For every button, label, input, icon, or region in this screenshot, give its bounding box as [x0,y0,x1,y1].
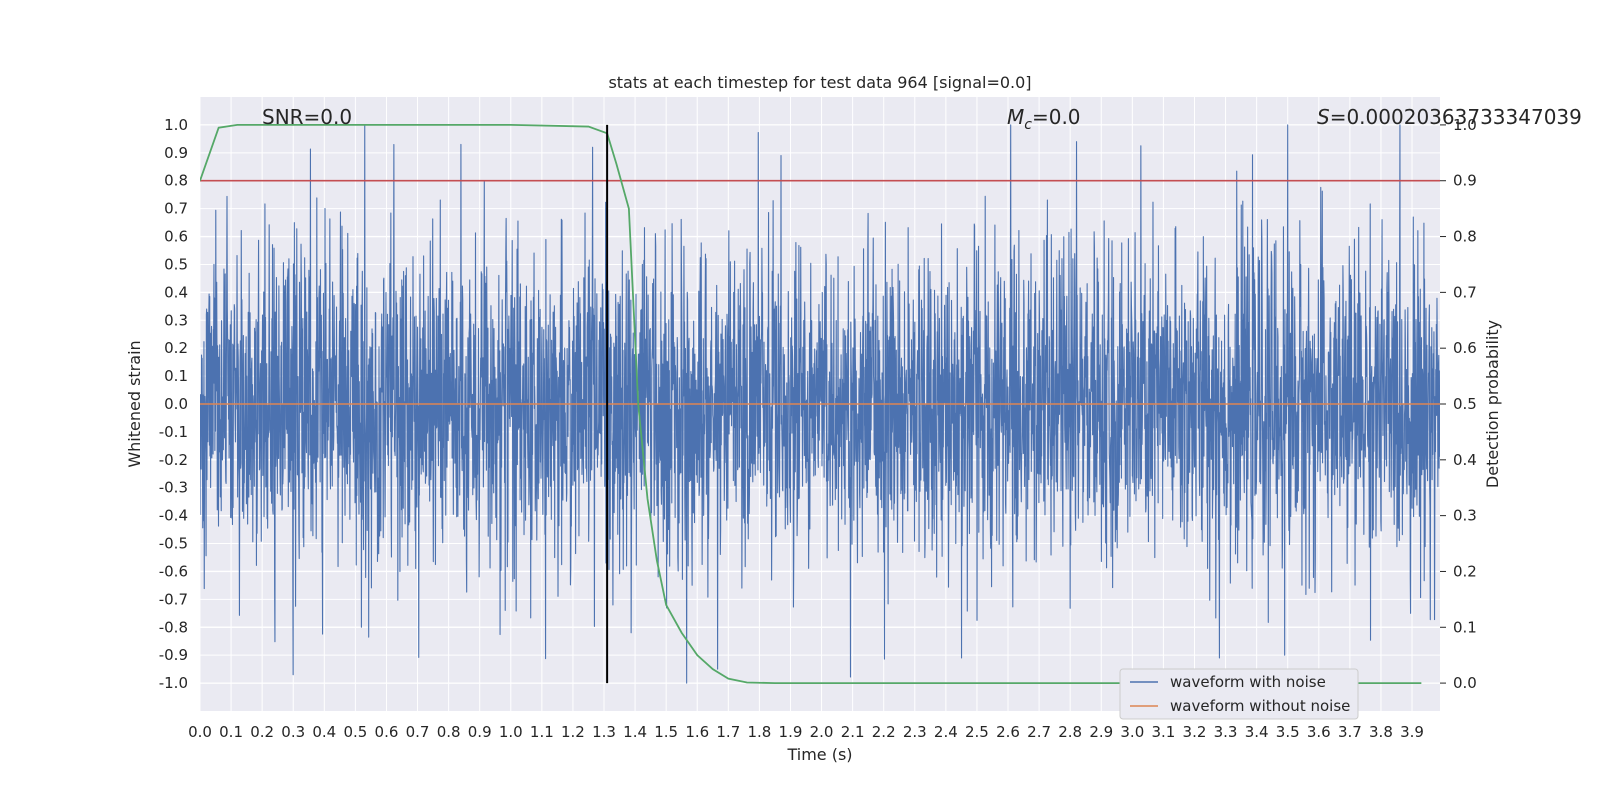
x-tick-label-16: 1.6 [685,723,709,741]
y2-axis-label: Detection probability [1483,320,1502,488]
annotation-s-value: =0.00020363733347039 [1330,105,1582,129]
annotation-snr: SNR=0.0 [262,105,352,129]
x-tick-label-10: 1.0 [499,723,523,741]
x-tick-label-27: 2.7 [1027,723,1051,741]
x-tick-label-7: 0.7 [406,723,430,741]
x-tick-label-6: 0.6 [375,723,399,741]
y2-tick-label-5: 0.5 [1453,395,1477,413]
x-tick-label-19: 1.9 [779,723,803,741]
y-tick-label-16: -0.6 [159,562,188,580]
annotation-mc-subscript: c [1024,117,1032,133]
detection-probability-line [200,124,1422,684]
x-tick-label-13: 1.3 [592,723,616,741]
y2-tick-label-7: 0.3 [1453,507,1477,525]
y-tick-label-2: 0.8 [164,172,188,190]
x-tick-label-15: 1.5 [654,723,678,741]
x-tick-label-14: 1.4 [623,723,647,741]
y-tick-label-3: 0.7 [164,200,188,218]
waveform-with-noise-line [200,124,1440,684]
x-tick-label-34: 3.4 [1245,723,1269,741]
x-tick-label-0: 0.0 [188,723,212,741]
x-tick-label-11: 1.1 [530,723,554,741]
x-tick-label-39: 3.9 [1400,723,1424,741]
annotation-mc-value: =0.0 [1032,105,1081,129]
y-tick-label-11: -0.1 [159,423,188,441]
y-tick-label-19: -0.9 [159,646,188,664]
x-tick-label-23: 2.3 [903,723,927,741]
x-tick-label-31: 3.1 [1151,723,1175,741]
annotation-s: S=0.00020363733347039 [1317,105,1582,129]
y2-axis-ticks: 1.0 0.9 0.8 0.7 0.6 0.5 0.4 0.3 0.2 0.1 0.0 [1440,116,1477,692]
y-tick-label-4: 0.6 [164,228,188,246]
annotation-chirp-mass: Mc=0.0 [1007,105,1081,133]
x-tick-label-21: 2.1 [841,723,865,741]
y-tick-label-18: -0.8 [159,618,188,636]
x-tick-label-24: 2.4 [934,723,958,741]
y-tick-label-15: -0.5 [159,535,188,553]
annotation-s-symbol: S [1317,105,1330,129]
y-tick-label-14: -0.4 [159,507,188,525]
legend-label-waveform-with-noise: waveform with noise [1170,673,1326,691]
x-tick-label-18: 1.8 [747,723,771,741]
legend: waveform with noise waveform without noi… [1119,668,1359,720]
y2-tick-label-10: 0.0 [1453,674,1477,692]
y-tick-label-13: -0.3 [159,479,188,497]
x-tick-label-1: 0.1 [219,723,243,741]
y-tick-label-7: 0.3 [164,311,188,329]
x-tick-label-22: 2.2 [872,723,896,741]
y2-tick-label-9: 0.1 [1453,618,1477,636]
y-tick-label-5: 0.5 [164,255,188,273]
y2-tick-label-0: 1.0 [1453,116,1477,134]
x-tick-label-3: 0.3 [281,723,305,741]
x-tick-label-9: 0.9 [468,723,492,741]
y-tick-label-17: -0.7 [159,590,188,608]
y-axis-label: Whitened strain [125,340,144,467]
y2-tick-label-1: 0.9 [1453,172,1477,190]
y2-tick-label-3: 0.7 [1453,283,1477,301]
y-tick-label-6: 0.4 [164,283,188,301]
y-tick-label-1: 0.9 [164,144,188,162]
y2-tick-label-4: 0.6 [1453,339,1477,357]
x-tick-label-8: 0.8 [437,723,461,741]
x-tick-label-36: 3.6 [1307,723,1331,741]
chart-title: stats at each timestep for test data 964… [608,73,1031,92]
annotation-mc-symbol: M [1007,105,1024,129]
x-tick-label-38: 3.8 [1369,723,1393,741]
x-tick-label-12: 1.2 [561,723,585,741]
y-axis-ticks: 1.0 0.9 0.8 0.7 0.6 0.5 0.4 0.3 0.2 0.1 0.0 -0.1 -0.… [159,116,188,692]
x-tick-label-17: 1.7 [716,723,740,741]
x-tick-label-25: 2.5 [965,723,989,741]
y2-tick-label-6: 0.4 [1453,451,1477,469]
x-tick-label-2: 0.2 [250,723,274,741]
series-waveform-with-noise [200,124,1440,684]
x-tick-label-5: 0.5 [343,723,367,741]
x-tick-label-4: 0.4 [312,723,336,741]
x-tick-label-33: 3.3 [1214,723,1238,741]
y-tick-label-12: -0.2 [159,451,188,469]
x-tick-label-30: 3.0 [1120,723,1144,741]
x-tick-label-29: 2.9 [1089,723,1113,741]
x-tick-label-26: 2.6 [996,723,1020,741]
y2-tick-label-8: 0.2 [1453,562,1477,580]
x-axis-ticks: 0.0 0.1 0.2 0.3 0.4 0.5 0.6 0.7 0.8 0.9 1.0 1.1 1.2 1… [188,723,1424,741]
legend-box [1119,668,1359,720]
y-tick-label-20: -1.0 [159,674,188,692]
y2-tick-label-2: 0.8 [1453,228,1477,246]
y-tick-label-0: 1.0 [164,116,188,134]
x-axis-label: Time (s) [786,745,852,764]
y-tick-label-8: 0.2 [164,339,188,357]
x-tick-label-37: 3.7 [1338,723,1362,741]
x-tick-label-35: 3.5 [1276,723,1300,741]
legend-label-waveform-without-noise: waveform without noise [1170,697,1350,715]
x-tick-label-28: 2.8 [1058,723,1082,741]
y-tick-label-10: 0.0 [164,395,188,413]
x-tick-label-32: 3.2 [1183,723,1207,741]
y-tick-label-9: 0.1 [164,367,188,385]
x-tick-label-20: 2.0 [810,723,834,741]
